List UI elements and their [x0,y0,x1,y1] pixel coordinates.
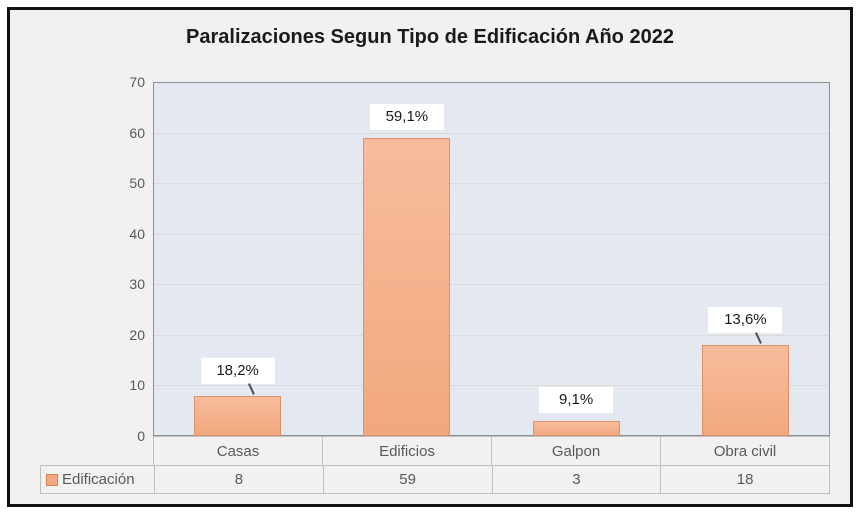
bar-edificios [363,137,451,436]
gridline-40 [154,233,829,235]
gridline-50 [154,183,829,185]
category-label-galpon: Galpon [491,437,660,465]
data-label-galpon: 9,1% [539,386,614,413]
bar-obra-civil [701,344,789,436]
legend-label: Edificación [62,471,135,488]
category-label-casas: Casas [216,442,260,460]
gridline-30 [154,284,829,286]
value-galpon: 3 [491,466,661,493]
data-label-edificios: 59,1% [369,103,444,130]
gridline-20 [154,334,829,336]
y-axis-tick-10: 10 [129,377,145,394]
value-edificios: 59 [322,466,492,493]
chart-frame: Paralizaciones Segun Tipo de Edificación… [7,7,853,507]
category-label-obra-civil: Obra civil [660,437,829,465]
chart-title: Paralizaciones Segun Tipo de Edificación… [186,26,674,48]
y-axis-tick-40: 40 [129,225,145,242]
y-axis-tick-60: 60 [129,124,145,141]
y-axis-tick-70: 70 [129,74,145,90]
category-label-edificios: Edificios [322,437,491,465]
value-casas: 8 [154,466,323,493]
data-label-obra-civil: 13,6% [708,306,783,333]
data-label-casas: 18,2% [200,357,275,384]
series-color-swatch-icon [46,473,58,486]
gridline-60 [154,132,829,134]
value-obra-civil: 18 [660,466,829,493]
legend-key: Edificación [41,466,154,493]
data-table-row: Edificación 8 59 3 18 [40,465,830,494]
category-header-row: Casas Edificios Galpon Obra civil [153,436,830,466]
y-axis-tick-30: 30 [129,276,145,293]
gridline-10 [154,385,829,387]
y-axis-tick-0: 0 [137,428,145,444]
bar-casas [194,395,282,436]
y-axis-tick-20: 20 [129,326,145,343]
y-axis-tick-50: 50 [129,175,145,192]
bar-galpon [532,420,620,436]
